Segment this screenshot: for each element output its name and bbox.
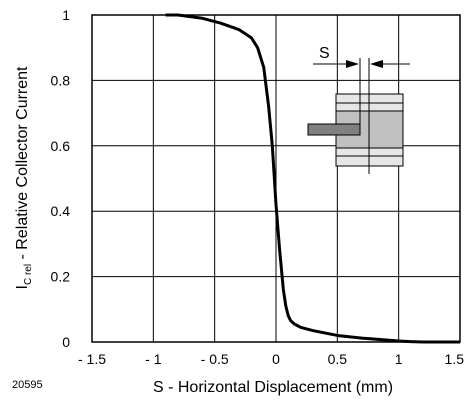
y-tick-label-1: 0.2 xyxy=(51,269,71,285)
x-tick-label-2: - 0.5 xyxy=(201,351,229,367)
x-tick-label-0: - 1.5 xyxy=(78,351,106,367)
x-tick-label-5: 1 xyxy=(395,351,403,367)
dimension-arrow-left xyxy=(370,60,383,68)
x-tick-label-4: 0.5 xyxy=(328,351,348,367)
sensor-inset-diagram: S xyxy=(307,45,410,174)
series-line-0 xyxy=(165,13,460,344)
plot-frame xyxy=(91,14,461,343)
y-axis-label: IC rel - Relative Collector Current xyxy=(14,66,34,290)
x-tick-label-6: 1.5 xyxy=(445,351,465,367)
curve-layer xyxy=(165,13,460,344)
y-tick-labels: 0 0.2 0.4 0.6 0.8 1 xyxy=(51,7,71,350)
figure-id: 20595 xyxy=(12,379,43,391)
y-tick-label-0: 0 xyxy=(62,334,70,350)
inset-label-s: S xyxy=(319,45,330,62)
x-tick-label-3: 0 xyxy=(272,351,280,367)
emitter-bar xyxy=(307,123,361,136)
y-tick-label-2: 0.4 xyxy=(51,203,71,219)
y-tick-label-5: 1 xyxy=(62,7,70,23)
y-tick-label-4: 0.8 xyxy=(51,72,71,88)
x-tick-label-1: - 1 xyxy=(145,351,162,367)
y-tick-label-3: 0.6 xyxy=(51,138,71,154)
dimension-arrow-right xyxy=(346,60,359,68)
x-tick-labels: - 1.5 - 1 - 0.5 0 0.5 1 1.5 xyxy=(78,351,464,367)
x-axis-label: S - Horizontal Displacement (mm) xyxy=(153,379,393,396)
